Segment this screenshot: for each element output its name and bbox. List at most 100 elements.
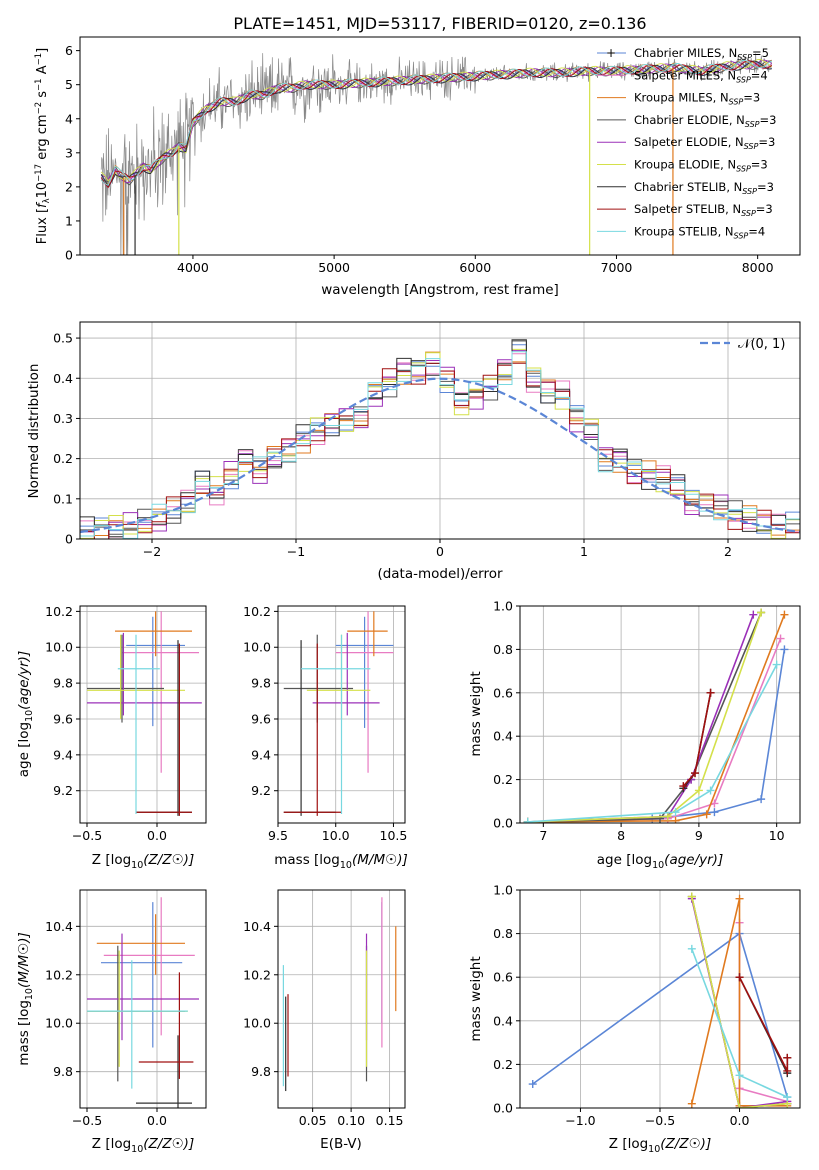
mass-weight-marker [780, 645, 789, 654]
y-axis-label: Flux [fλ10−17 erg cm−2 s−1 A−1] [34, 48, 52, 244]
y-axis-label: mass weight [468, 671, 484, 756]
mass-weight-marker [687, 1099, 696, 1108]
mass-weight-line [738, 976, 789, 1072]
mass-weight-marker [776, 634, 785, 643]
x-tick-label: 7 [539, 828, 547, 843]
x-tick-label: 1 [580, 544, 588, 559]
y-tick-label: 10.2 [45, 604, 73, 619]
y-tick-label: 0.2 [493, 1057, 513, 1072]
mass-weight-marker [679, 782, 688, 791]
normal-distribution-curve [80, 377, 800, 534]
y-tick-label: 0.0 [493, 816, 513, 831]
mass-weight-marker [757, 795, 766, 804]
y-tick-label: 0.4 [493, 729, 513, 744]
axes-border [519, 605, 801, 824]
y-tick-label: 0.5 [53, 331, 73, 346]
y-tick-label: 9.8 [251, 1064, 271, 1079]
x-tick-label: −1.0 [565, 1113, 595, 1128]
x-axis-label: E(B-V) [320, 1136, 362, 1152]
y-tick-label: 9.6 [251, 711, 271, 726]
y-tick-label: 0 [65, 248, 73, 263]
y-tick-label: 10.2 [243, 967, 271, 982]
y-tick-label: 0.4 [493, 1013, 513, 1028]
x-tick-label: 8 [617, 828, 625, 843]
figure-title: PLATE=1451, MJD=53117, FIBERID=0120, z=0… [233, 14, 646, 33]
legend-label: Kroupa MILES, NSSP=3 [634, 91, 760, 107]
plot-area [100, 53, 773, 255]
axes-border [79, 36, 801, 256]
plot-area [523, 608, 789, 823]
mass-weight-marker [656, 814, 664, 823]
axes-frame: −0.5 0.0 9.8 10.0 10.2 10.4 Z [log10(Z/Z☉)] mas… [16, 889, 207, 1155]
axes-frame: −1.0 −0.5 0.0 0.0 0.2 0.4 0.6 0.8 1.0 Z [log10(Z/… [468, 883, 801, 1155]
axes-border [79, 605, 207, 824]
mass-weight-marker [735, 1071, 744, 1080]
age-vs-metallicity-panel: −0.5 0.0 9.2 9.4 9.6 9.8 10.0 10.2 Z [log10(Z/Z☉… [16, 604, 207, 871]
axes-border [277, 889, 406, 1109]
mass-weight-line [527, 614, 786, 823]
mass-vs-ebv-panel: 0.05 0.10 0.15 9.8 10.0 10.2 10.4 E(B-V) [243, 889, 406, 1152]
y-tick-label: 1 [65, 213, 73, 228]
x-axis-label: (data-model)/error [377, 566, 503, 582]
legend-label: Salpeter MILES, NSSP=4 [634, 68, 768, 84]
mass-weight-line [527, 649, 786, 823]
mass-vs-metallicity-panel: −0.5 0.0 9.8 10.0 10.2 10.4 Z [log10(Z/Z☉)] mas… [16, 889, 207, 1155]
x-tick-label: 0.05 [299, 1113, 327, 1128]
y-tick-label: 10.0 [243, 1016, 271, 1031]
y-tick-label: 0.0 [493, 1101, 513, 1116]
mass-weight-marker [687, 892, 696, 901]
legend-label: Salpeter STELIB, NSSP=3 [634, 202, 773, 218]
x-tick-label: 0.0 [730, 1113, 750, 1128]
mass-weight-marker [671, 808, 680, 817]
massweight-vs-age-panel: 7 8 9 10 0.0 0.2 0.4 0.6 0.8 1.0 age [log10(age/yr… [468, 599, 801, 871]
y-tick-label: 0.6 [493, 970, 513, 985]
mass-weight-marker [783, 1066, 792, 1075]
axes-frame: 4000 5000 6000 7000 8000 0 1 2 3 4 5 6 + Chabrier MIL… [34, 36, 801, 298]
mass-weight-marker [735, 1104, 744, 1108]
y-tick-label: 9.8 [53, 676, 73, 691]
x-axis-label: mass [log10(M/M☉)] [274, 852, 407, 871]
x-tick-label: 10.0 [322, 828, 350, 843]
massweight-vs-metallicity-panel: −1.0 −0.5 0.0 0.0 0.2 0.4 0.6 0.8 1.0 Z [log10(Z/… [468, 883, 801, 1155]
y-axis-label: mass [log10(M/M☉)] [16, 932, 35, 1065]
y-tick-label: 0 [65, 532, 73, 547]
age-vs-mass-panel: 9.5 10.0 10.5 9.2 9.4 9.6 9.8 10.0 10.2 mass [log… [243, 604, 408, 871]
mass-weight-line [527, 612, 762, 823]
mass-weight-marker [783, 1053, 792, 1062]
x-tick-label: 0.0 [147, 1113, 167, 1128]
x-tick-label: 10 [769, 828, 785, 843]
x-tick-label: 9 [695, 828, 703, 843]
residuals-panel: −2 −1 0 1 2 0 0.1 0.2 0.3 0.4 0.5 𝒩(0, 1) (data-mode… [26, 321, 801, 582]
legend-label: Chabrier ELODIE, NSSP=3 [634, 113, 776, 129]
axes-border [79, 889, 207, 1109]
mass-weight-marker [706, 688, 715, 697]
mass-weight-marker [710, 808, 719, 817]
x-axis-label: age [log10(age/yr)] [597, 852, 723, 871]
mass-weight-marker [687, 944, 696, 953]
legend-marker: + [606, 46, 616, 60]
y-tick-label: 9.4 [251, 747, 271, 762]
plot-area [80, 339, 800, 539]
y-tick-label: 6 [65, 43, 73, 58]
x-tick-label: −0.5 [72, 828, 102, 843]
mass-weight-marker [706, 786, 715, 795]
x-axis-label: Z [log10(Z/Z☉)] [92, 852, 194, 871]
x-axis-label: wavelength [Angstrom, rest frame] [321, 282, 559, 298]
legend-label: Kroupa STELIB, NSSP=4 [634, 224, 765, 240]
mass-weight-line [527, 612, 762, 823]
plot-area [528, 892, 792, 1108]
legend-label: Salpeter ELODIE, NSSP=3 [634, 135, 775, 151]
mass-weight-marker [663, 812, 672, 821]
y-tick-label: 10.0 [243, 640, 271, 655]
x-tick-label: 4000 [177, 260, 209, 275]
mass-weight-marker [735, 973, 744, 982]
legend-label: Chabrier STELIB, NSSP=3 [634, 180, 774, 196]
x-tick-label: 0.0 [147, 828, 167, 843]
axes-border [277, 605, 406, 824]
mass-weight-marker [671, 816, 680, 823]
y-tick-label: 9.4 [53, 747, 73, 762]
legend-label: Chabrier MILES, NSSP=5 [634, 46, 769, 62]
y-tick-label: 0.4 [53, 371, 73, 386]
axes-frame: 7 8 9 10 0.0 0.2 0.4 0.6 0.8 1.0 age [log10(age/yr… [468, 599, 801, 871]
